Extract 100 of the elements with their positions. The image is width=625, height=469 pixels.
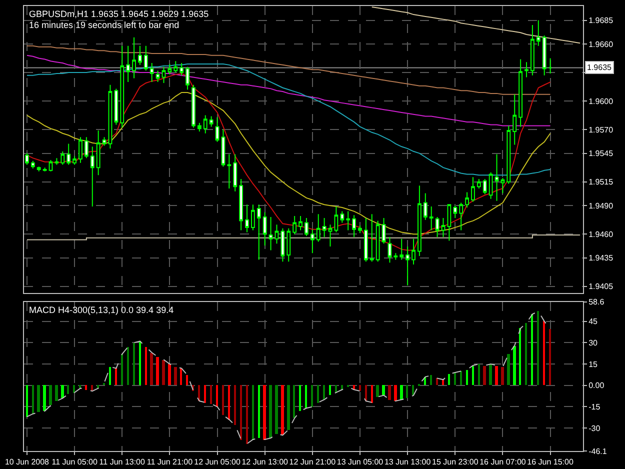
bar [210, 384, 212, 404]
candlestick [120, 45, 124, 128]
candlestick [168, 63, 172, 75]
bar [150, 352, 153, 385]
bar [73, 384, 75, 393]
candlestick [108, 84, 112, 150]
candlestick [435, 216, 440, 238]
bar [216, 384, 218, 407]
x-tick-label: 12 Jun 13:00 [242, 458, 289, 467]
candlestick [274, 224, 279, 244]
bar [281, 384, 284, 435]
bar [32, 384, 34, 414]
candlestick [162, 66, 166, 84]
bar [519, 328, 521, 385]
candlestick [370, 214, 374, 262]
bar [436, 378, 438, 385]
bar [275, 384, 278, 434]
bar [293, 384, 295, 418]
candlestick [322, 217, 326, 238]
bar [55, 384, 58, 401]
bar [359, 384, 361, 391]
candlestick [358, 225, 362, 234]
candlestick [186, 66, 190, 90]
candlestick [340, 210, 344, 224]
candlestick [197, 122, 202, 132]
y-tick-label: 1.9490 [588, 201, 614, 210]
bar [501, 366, 504, 385]
bar [61, 384, 64, 398]
candlestick [412, 238, 416, 266]
bar [311, 384, 313, 407]
candlestick [245, 204, 249, 233]
bar [412, 384, 414, 395]
candlestick [518, 58, 523, 128]
bar [121, 354, 123, 385]
bar [305, 384, 307, 408]
y-tick-label: 1.9405 [588, 282, 614, 292]
bar [507, 354, 510, 385]
candlestick [132, 36, 136, 79]
y-tick-label: 1.9435 [588, 254, 614, 263]
candlestick [376, 220, 380, 262]
candlestick [418, 185, 422, 256]
bar [139, 340, 141, 385]
candlestick [536, 20, 540, 46]
bar [287, 384, 290, 430]
candlestick [476, 178, 481, 189]
ref-line-label: 1.9635 [587, 63, 612, 72]
candlestick [292, 216, 297, 235]
bar [240, 384, 242, 440]
candlestick [209, 116, 214, 128]
candlestick [126, 45, 130, 83]
bar [513, 346, 516, 385]
candlestick [72, 156, 76, 166]
candlestick [54, 158, 59, 166]
y-tick-label: 0.00 [588, 381, 605, 390]
line-series [26, 45, 551, 95]
candlestick [60, 150, 65, 166]
bar [252, 384, 254, 440]
candlestick [30, 160, 35, 170]
line-series [26, 92, 551, 235]
bar [156, 356, 159, 385]
candlestick [256, 204, 261, 260]
y-tick-label: -30 [588, 424, 601, 433]
bar [478, 364, 480, 385]
candlestick [471, 176, 475, 202]
bar [442, 380, 444, 385]
bar [258, 384, 260, 438]
bar [67, 384, 69, 394]
candlestick [346, 210, 350, 231]
candlestick [465, 192, 469, 208]
candlestick [90, 146, 94, 208]
candlestick [453, 205, 458, 218]
candlestick [221, 129, 226, 168]
bar [263, 384, 266, 440]
x-tick-label: 11 Jun 05:00 [52, 458, 98, 467]
candlestick [548, 58, 552, 74]
x-tick-label: 16 Jun 15:00 [527, 458, 574, 467]
bar [483, 366, 486, 385]
candlestick [66, 143, 71, 166]
bar [234, 384, 236, 425]
candlestick [382, 217, 386, 244]
y-tick-label: 45 [588, 317, 598, 326]
y-tick-label: 1.9515 [588, 178, 614, 187]
candlestick [316, 214, 320, 242]
bar [466, 370, 468, 385]
candlestick [334, 206, 338, 233]
bar [549, 328, 551, 385]
bar [79, 384, 81, 388]
x-tick-label: 12 Jun 05:00 [194, 458, 241, 467]
candlestick [268, 216, 273, 251]
candlestick [447, 204, 452, 242]
x-tick-label: 15 Jun 23:00 [432, 458, 479, 467]
y-tick-label: -46.1 [588, 446, 608, 456]
candlestick [304, 217, 308, 236]
candlestick [192, 84, 196, 128]
line-series [371, 6, 581, 44]
candlestick [84, 136, 88, 159]
y-tick-label: 1.9570 [588, 125, 614, 134]
bar [37, 384, 40, 412]
candlestick [530, 24, 534, 76]
candlestick [352, 214, 356, 238]
